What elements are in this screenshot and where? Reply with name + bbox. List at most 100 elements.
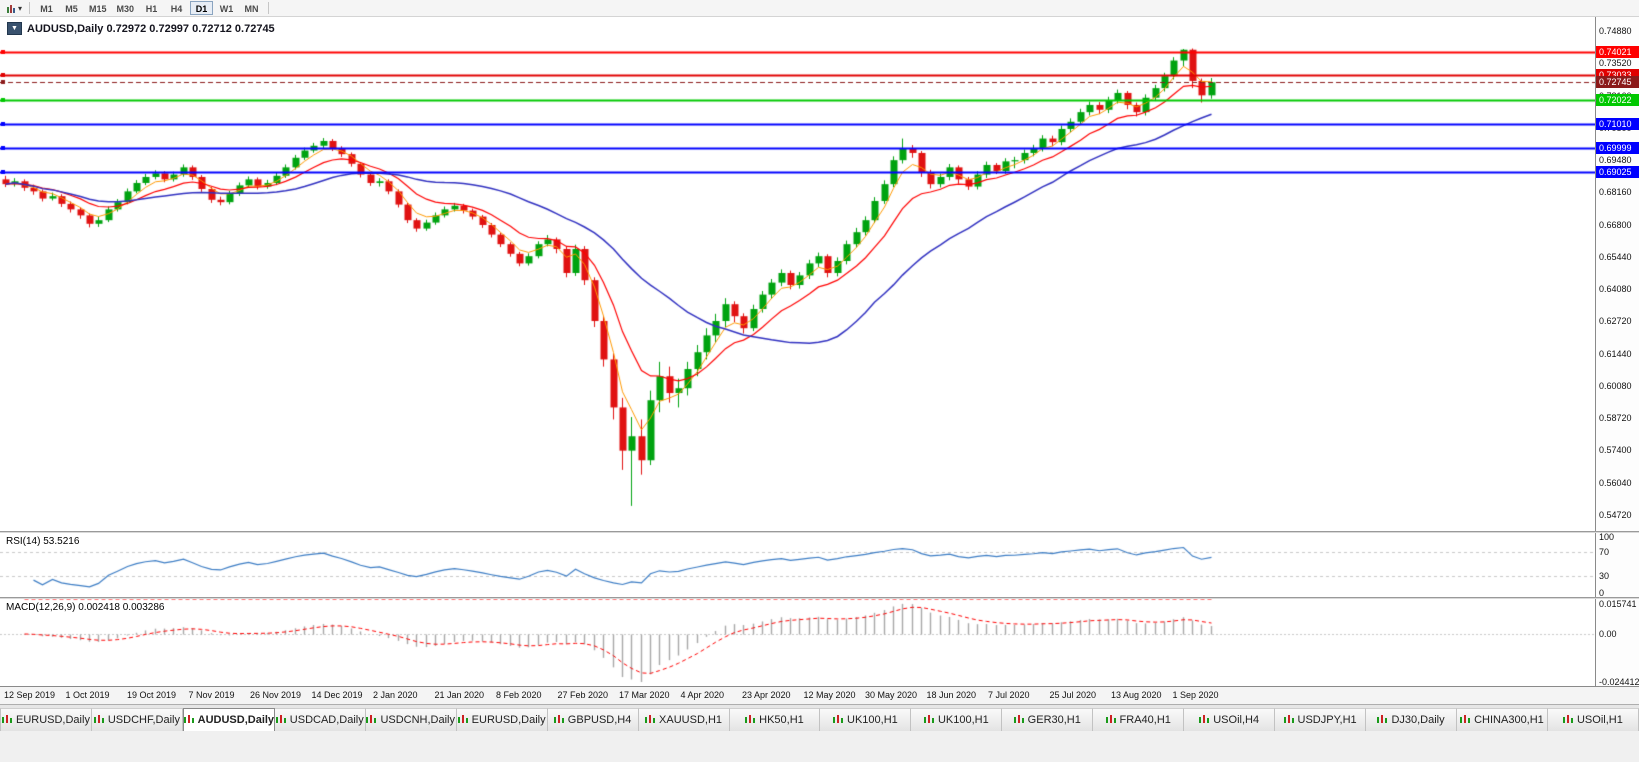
- panel-splitter[interactable]: [0, 531, 1639, 533]
- chart-tab-dj30-daily[interactable]: DJ30,Daily: [1366, 708, 1457, 731]
- panel-splitter[interactable]: [0, 597, 1639, 599]
- level-price-label: 0.72745: [1596, 76, 1639, 89]
- chart-tab-ger30-h1[interactable]: GER30,H1: [1002, 708, 1094, 731]
- price-axis-label: 0.66800: [1599, 219, 1632, 230]
- price-axis-label: 0.61440: [1599, 348, 1632, 359]
- tab-label: GER30,H1: [1027, 714, 1081, 726]
- date-axis-label: 1 Sep 2020: [1172, 690, 1219, 700]
- chart-tab-usdcad-daily[interactable]: USDCAD,Daily: [274, 708, 366, 731]
- date-axis-label: 19 Oct 2019: [127, 690, 177, 700]
- main-chart-canvas[interactable]: [0, 17, 1595, 531]
- timeframe-buttons-group: M1 M5 M15 M30 H1 H4 D1 W1 MN: [34, 1, 264, 15]
- tab-chart-icon: [1199, 715, 1210, 725]
- chart-tab-uk100-h1[interactable]: UK100,H1: [911, 708, 1003, 731]
- timeframe-button-h1[interactable]: H1: [145, 4, 158, 14]
- tab-chart-icon: [275, 715, 286, 725]
- rsi-axis-label: 70: [1599, 547, 1610, 558]
- chart-tab-china300-h1[interactable]: CHINA300,H1: [1457, 708, 1548, 731]
- chart-tab-eurusd-daily[interactable]: EURUSD,Daily: [0, 708, 92, 731]
- macd-axis-label: 0.015741: [1599, 599, 1637, 609]
- chart-tab-xauusd-h1[interactable]: XAUUSD,H1: [638, 708, 730, 731]
- macd-canvas[interactable]: [0, 599, 1595, 686]
- chart-title: AUDUSD,Daily 0.72972 0.72997 0.72712 0.7…: [27, 22, 275, 35]
- chart-tabs-bar: EURUSD,Daily USDCHF,Daily AUDUSD,Daily USDC…: [0, 704, 1639, 731]
- tab-label: USOil,H4: [1213, 714, 1260, 726]
- macd-panel: MACD(12,26,9) 0.002418 0.003286 0.015741…: [0, 599, 1639, 687]
- tab-chart-icon: [1377, 715, 1388, 725]
- timeframe-button-m30[interactable]: M30: [116, 4, 135, 14]
- chart-title-bar: ▼ AUDUSD,Daily 0.72972 0.72997 0.72712 0…: [7, 22, 275, 35]
- status-bar: [0, 731, 1639, 762]
- rsi-panel: RSI(14) 53.5216 100 70 30 0: [0, 532, 1639, 598]
- date-axis-label: 18 Jun 2020: [926, 690, 977, 700]
- price-axis-label: 0.54720: [1599, 510, 1632, 520]
- tab-label: UK100,H1: [937, 714, 989, 726]
- chart-tab-audusd-daily[interactable]: AUDUSD,Daily: [182, 708, 275, 731]
- date-axis-label: 4 Apr 2020: [680, 690, 725, 700]
- rsi-canvas[interactable]: [0, 533, 1595, 597]
- chart-tab-uk100-h1[interactable]: UK100,H1: [820, 708, 912, 731]
- macd-scale[interactable]: 0.015741 0.00 -0.024412: [1595, 599, 1639, 687]
- tab-label: HK50,H1: [759, 714, 804, 726]
- toolbar-separator: [268, 2, 270, 14]
- tab-label: GBPUSD,H4: [567, 714, 632, 726]
- price-scale[interactable]: 0.748800.735200.721600.708000.694800.681…: [1595, 17, 1639, 531]
- tab-label: EURUSD,Daily: [471, 714, 546, 726]
- price-axis-label: 0.74880: [1599, 26, 1632, 36]
- tab-chart-icon: [1283, 715, 1294, 725]
- level-price-label: 0.69999: [1596, 142, 1639, 155]
- chart-tab-hk50-h1[interactable]: HK50,H1: [729, 708, 821, 731]
- tab-label: FRA40,H1: [1119, 714, 1171, 726]
- timeframe-button-m1[interactable]: M1: [40, 4, 53, 14]
- macd-axis-label: 0.00: [1599, 628, 1617, 639]
- tab-chart-icon: [1, 715, 12, 725]
- chart-tab-usoil-h4[interactable]: USOil,H4: [1184, 708, 1276, 731]
- tab-label: USDCHF,Daily: [107, 714, 180, 726]
- bar-chart-icon: [7, 4, 15, 13]
- timeframe-button-w1[interactable]: W1: [219, 4, 234, 14]
- date-axis-label: 13 Aug 2020: [1111, 690, 1162, 700]
- rsi-scale[interactable]: 100 70 30 0: [1595, 532, 1639, 598]
- price-axis-label: 0.73520: [1599, 58, 1632, 69]
- tab-chart-icon: [1013, 715, 1024, 725]
- price-axis-label: 0.62720: [1599, 316, 1632, 327]
- chart-tab-usdchf-daily[interactable]: USDCHF,Daily: [91, 708, 183, 731]
- chart-tab-usoil-h1[interactable]: USOil,H1: [1547, 708, 1639, 731]
- macd-axis-label: -0.024412: [1599, 677, 1639, 687]
- chart-tab-usdcnh-daily[interactable]: USDCNH,Daily: [365, 708, 457, 731]
- date-axis-label: 26 Nov 2019: [250, 690, 302, 700]
- date-axis-label: 30 May 2020: [865, 690, 918, 700]
- tab-label: USDCNH,Daily: [380, 714, 455, 726]
- rsi-axis-label: 100: [1599, 532, 1615, 542]
- tab-chart-icon: [183, 715, 194, 725]
- tab-chart-icon: [745, 715, 756, 725]
- chart-window: ▼ AUDUSD,Daily 0.72972 0.72997 0.72712 0…: [0, 17, 1639, 704]
- tab-chart-icon: [923, 715, 934, 725]
- price-axis-label: 0.58720: [1599, 413, 1632, 424]
- tab-label: USDJPY,H1: [1297, 714, 1357, 726]
- tab-label: USDCAD,Daily: [289, 714, 364, 726]
- tab-label: DJ30,Daily: [1391, 714, 1445, 726]
- timeframe-button-m15[interactable]: M15: [89, 4, 107, 14]
- timeframe-button-m5[interactable]: M5: [65, 4, 78, 14]
- tab-chart-icon: [1562, 715, 1573, 725]
- date-axis-label: 25 Jul 2020: [1049, 690, 1097, 700]
- tab-chart-icon: [833, 715, 844, 725]
- chart-tab-fra40-h1[interactable]: FRA40,H1: [1093, 708, 1185, 731]
- one-click-trading-button[interactable]: ▼: [7, 22, 22, 35]
- chart-tab-eurusd-daily[interactable]: EURUSD,Daily: [456, 708, 548, 731]
- tab-chart-icon: [93, 715, 104, 725]
- timeframe-button-d1[interactable]: D1: [190, 1, 214, 15]
- price-axis-label: 0.69480: [1599, 155, 1632, 166]
- tab-label: CHINA300,H1: [1474, 714, 1544, 726]
- timeframe-button-h4[interactable]: H4: [170, 4, 183, 14]
- timeframe-button-mn[interactable]: MN: [244, 4, 259, 14]
- date-axis-label: 17 Mar 2020: [619, 690, 670, 700]
- chart-tab-gbpusd-h4[interactable]: GBPUSD,H4: [547, 708, 639, 731]
- level-price-label: 0.74021: [1596, 45, 1639, 58]
- date-axis[interactable]: 12 Sep 2019 1 Oct 2019 19 Oct 2019 7 Nov 20…: [0, 686, 1639, 704]
- chart-period-icon[interactable]: ▾: [3, 1, 25, 16]
- chart-tab-usdjpy-h1[interactable]: USDJPY,H1: [1275, 708, 1367, 731]
- tab-label: UK100,H1: [847, 714, 898, 726]
